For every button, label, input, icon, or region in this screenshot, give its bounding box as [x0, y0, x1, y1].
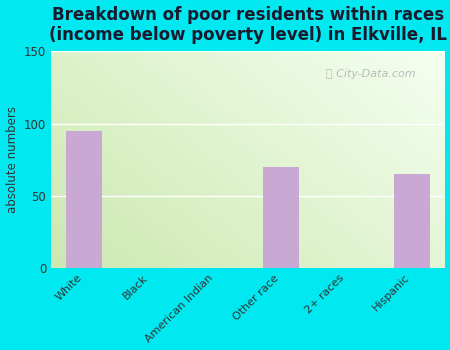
Bar [394, 174, 430, 268]
Bar [66, 131, 102, 268]
Bar [263, 167, 299, 268]
Y-axis label: absolute numbers: absolute numbers [5, 106, 18, 213]
Title: Breakdown of poor residents within races
(income below poverty level) in Elkvill: Breakdown of poor residents within races… [49, 6, 447, 44]
Text: ⓘ City-Data.com: ⓘ City-Data.com [327, 69, 416, 79]
